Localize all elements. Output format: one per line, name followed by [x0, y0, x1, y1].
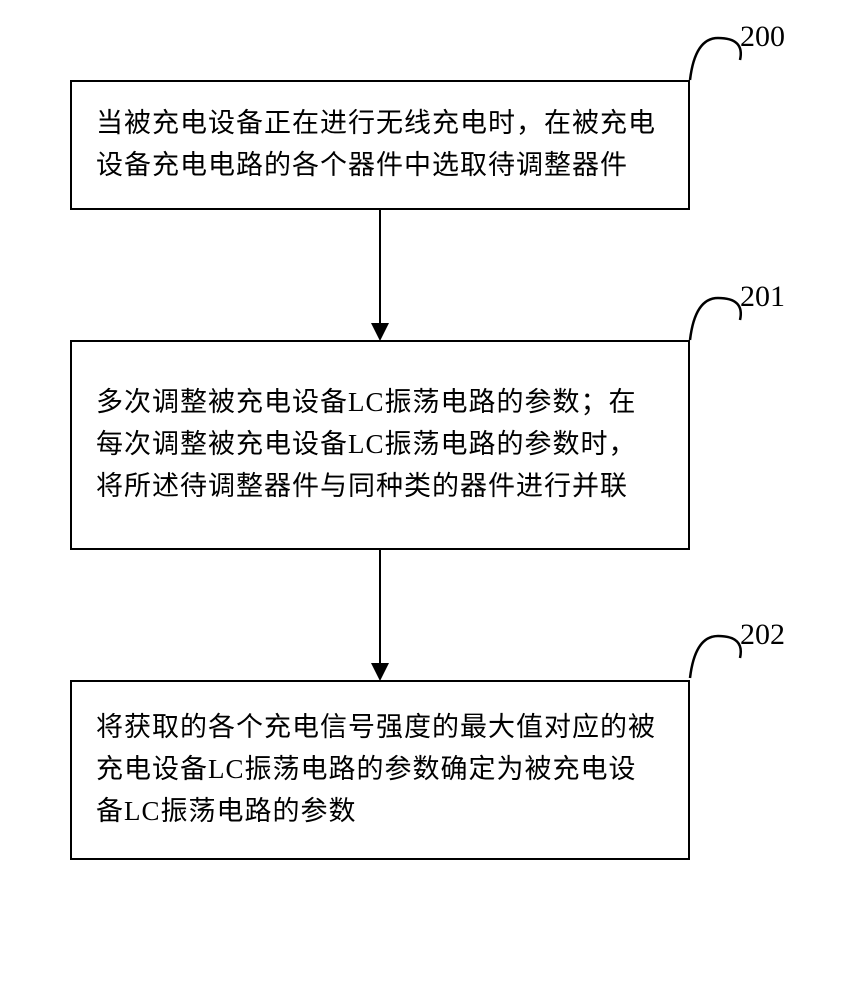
process-box-202: 将获取的各个充电信号强度的最大值对应的被充电设备LC振荡电路的参数确定为被充电设… — [70, 680, 690, 860]
process-box-200: 当被充电设备正在进行无线充电时，在被充电设备充电电路的各个器件中选取待调整器件 — [70, 80, 690, 210]
process-text-201: 多次调整被充电设备LC振荡电路的参数；在每次调整被充电设备LC振荡电路的参数时，… — [96, 382, 664, 508]
arrow-line-1 — [379, 210, 381, 325]
step-label-201: 201 — [740, 280, 785, 314]
process-text-202: 将获取的各个充电信号强度的最大值对应的被充电设备LC振荡电路的参数确定为被充电设… — [96, 707, 664, 833]
flowchart-container: 当被充电设备正在进行无线充电时，在被充电设备充电电路的各个器件中选取待调整器件 … — [0, 0, 868, 1000]
arrow-head-1 — [371, 323, 389, 341]
step-label-200: 200 — [740, 20, 785, 54]
arrow-line-2 — [379, 550, 381, 665]
step-label-202: 202 — [740, 618, 785, 652]
process-box-201: 多次调整被充电设备LC振荡电路的参数；在每次调整被充电设备LC振荡电路的参数时，… — [70, 340, 690, 550]
process-text-200: 当被充电设备正在进行无线充电时，在被充电设备充电电路的各个器件中选取待调整器件 — [96, 103, 664, 187]
arrow-head-2 — [371, 663, 389, 681]
